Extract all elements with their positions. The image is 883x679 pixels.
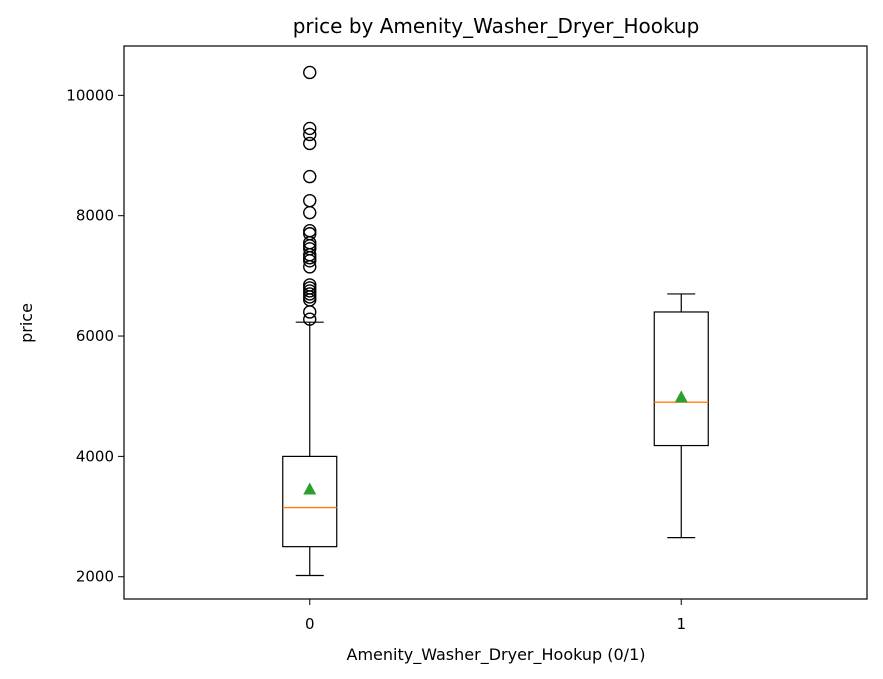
y-tick-label: 10000 xyxy=(66,86,114,104)
box-0-outlier-point xyxy=(303,65,317,80)
box-0-outlier-point xyxy=(303,281,317,295)
box-0-outlier-point xyxy=(303,312,317,326)
box-0-outlier-point xyxy=(303,169,317,184)
x-tick-label: 0 xyxy=(305,615,315,633)
x-axis-title: Amenity_Washer_Dryer_Hookup (0/1) xyxy=(347,645,646,665)
y-axis-title: price xyxy=(17,303,36,343)
y-axis: 2000 4000 6000 8000 10000 xyxy=(66,86,124,586)
box-0-iqr-box xyxy=(282,455,338,548)
box-0-outlier-point xyxy=(303,278,317,292)
y-tick-label: 6000 xyxy=(76,327,114,345)
box-0-outlier-point xyxy=(303,127,317,142)
box-0-outlier-point xyxy=(303,284,317,298)
box-1-iqr-box xyxy=(653,311,709,447)
box-0-outlier-point xyxy=(303,136,317,151)
box-0-outlier-point xyxy=(303,287,317,301)
box-0-mean-marker xyxy=(303,482,317,495)
x-tick-label: 1 xyxy=(676,615,686,633)
y-tick-label: 4000 xyxy=(76,447,114,465)
plot-frame xyxy=(123,45,868,600)
box-1-mean-marker xyxy=(674,390,688,403)
box-0-outlier-point xyxy=(303,242,317,256)
box-0-outlier-point xyxy=(303,224,317,238)
chart-title: price by Amenity_Washer_Dryer_Hookup xyxy=(293,14,700,38)
y-tick-label: 2000 xyxy=(76,568,114,586)
box-0-outlier-point xyxy=(303,193,317,208)
box-0-outlier-point xyxy=(303,227,317,241)
y-tick-label: 8000 xyxy=(76,207,114,225)
box-0-outlier-point xyxy=(303,121,317,136)
plot-content xyxy=(282,65,709,577)
